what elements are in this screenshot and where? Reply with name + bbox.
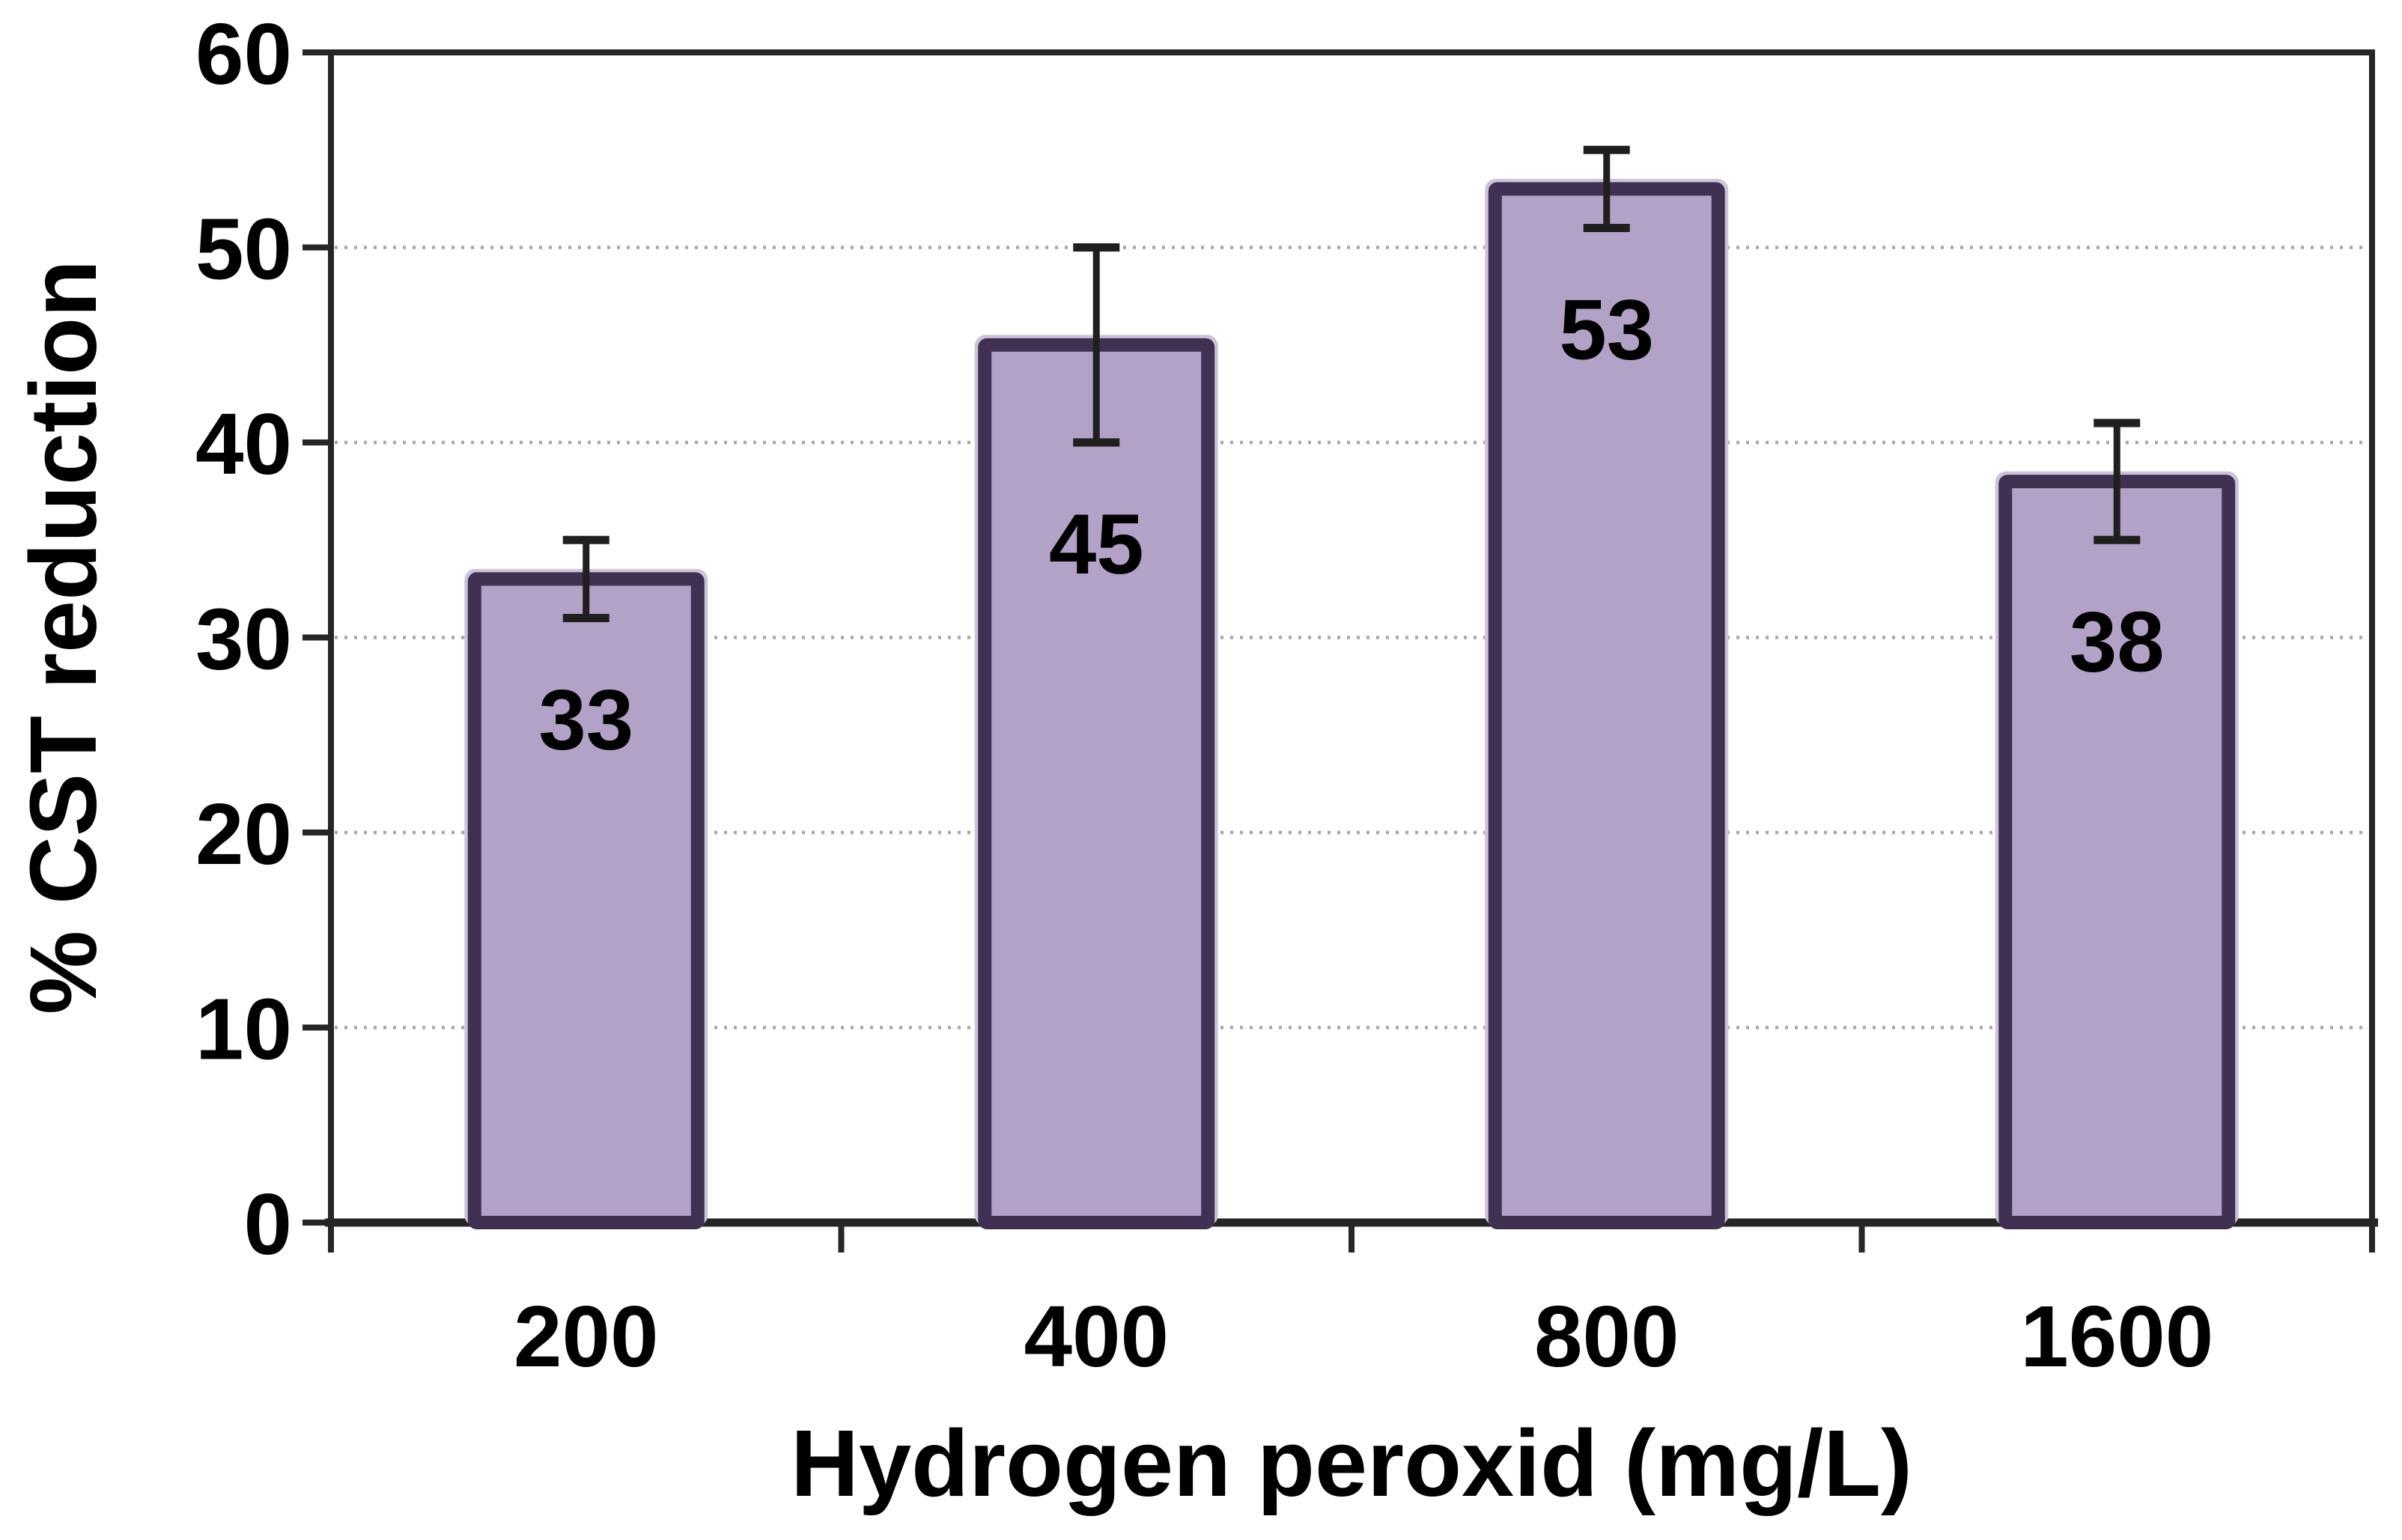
- plot-area: 0 10 20 30 40 50 60 33 200 45 400 53 800 38 1600: [195, 5, 2378, 1385]
- y-tick-label: 30: [195, 591, 292, 688]
- x-category-label: 200: [514, 1288, 659, 1385]
- data-label: 53: [1559, 282, 1654, 377]
- y-tick-label: 60: [195, 5, 292, 103]
- y-tick-label: 20: [195, 785, 292, 883]
- y-tick-label: 10: [195, 981, 292, 1078]
- x-category-label: 400: [1024, 1288, 1169, 1385]
- y-tick-label: 0: [243, 1175, 292, 1273]
- x-category-label: 800: [1534, 1288, 1679, 1385]
- data-label: 33: [538, 672, 633, 767]
- data-label: 45: [1049, 497, 1144, 592]
- x-axis-title: Hydrogen peroxid (mg/L): [791, 1410, 1912, 1516]
- y-tick-label: 40: [195, 395, 292, 493]
- x-category-label: 1600: [2020, 1288, 2213, 1385]
- y-axis-title: % CST reduction: [10, 260, 116, 1014]
- bar: [1998, 475, 2236, 1229]
- data-label: 38: [2070, 594, 2165, 690]
- y-tick-label: 50: [195, 201, 292, 298]
- bar: [978, 338, 1215, 1229]
